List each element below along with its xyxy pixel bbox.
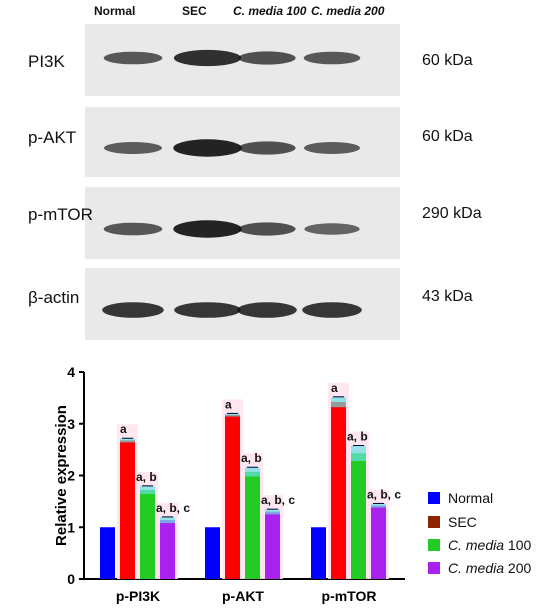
error-band — [331, 396, 346, 408]
bar-p-AKT-2 — [225, 414, 240, 579]
significance-label: a, b — [136, 470, 157, 484]
band-row2-lane1 — [104, 142, 162, 154]
error-band — [351, 445, 366, 462]
band-row3-lane4 — [304, 223, 360, 235]
blot-size-label: 60 kDa — [422, 52, 473, 69]
y-tick-label: 3 — [67, 416, 75, 432]
legend-swatch — [428, 539, 440, 551]
bar-p-PI3K-2 — [120, 440, 135, 579]
band-row1-lane1 — [103, 51, 163, 65]
legend-entry: C. media 100 — [448, 537, 531, 553]
category-label: p-mTOR — [322, 588, 377, 604]
y-tick-label: 1 — [67, 519, 75, 535]
bar-chart: 0 1 2 3 4 Relative expression a a, b a, b, c p-PI… — [53, 364, 531, 604]
blot-panel-3 — [85, 187, 400, 259]
bar-p-PI3K-1 — [100, 527, 115, 579]
blot-size-label: 60 kDa — [422, 128, 473, 145]
blot-protein-label: PI3K — [28, 52, 65, 71]
band-row4-lane1 — [102, 302, 164, 318]
band-row1-lane4 — [303, 51, 361, 65]
y-axis-label: Relative expression — [53, 405, 70, 546]
y-tick-label: 0 — [67, 571, 75, 587]
y-tick-label: 4 — [67, 364, 75, 380]
error-band — [371, 503, 386, 508]
category-label: p-PI3K — [116, 588, 160, 604]
blot-protein-label: β-actin — [28, 288, 80, 307]
band-row2-lane2 — [173, 139, 242, 157]
significance-label: a — [331, 381, 338, 395]
band-row3-lane1 — [103, 222, 163, 236]
error-band — [120, 438, 135, 443]
error-band — [245, 467, 260, 477]
error-band — [225, 413, 240, 417]
band-row4-lane3 — [237, 302, 297, 318]
blot-panel-2 — [85, 107, 400, 177]
band-row2-lane3 — [238, 141, 296, 155]
lane-header-normal: Normal — [94, 4, 136, 18]
lane-header-sec: SEC — [182, 4, 207, 18]
error-band — [140, 485, 155, 495]
legend-entry: C. media 200 — [448, 560, 531, 576]
lane-header-cmedia100: C. media 100 — [233, 4, 307, 18]
legend-swatch — [428, 516, 440, 528]
y-tick-label: 2 — [67, 468, 75, 484]
blot-protein-label: p-AKT — [28, 128, 77, 147]
significance-label: a, b, c — [261, 493, 295, 507]
bar-p-mTOR-2 — [331, 402, 346, 579]
blot-size-label: 290 kDa — [422, 205, 482, 222]
bar-p-AKT-3 — [245, 471, 260, 579]
blot-protein-label: p-mTOR — [28, 205, 93, 224]
significance-label: a — [120, 422, 127, 436]
blot-size-label: 43 kDa — [422, 288, 473, 305]
bar-p-PI3K-4 — [160, 520, 175, 579]
band-row1-lane2 — [173, 49, 242, 67]
band-row3-lane2 — [173, 220, 242, 238]
category-label: p-AKT — [222, 588, 264, 604]
band-row4-lane2 — [174, 302, 241, 318]
blot-panel-1 — [85, 24, 400, 96]
bar-p-mTOR-3 — [351, 453, 366, 579]
significance-label: a, b, c — [367, 487, 401, 501]
blot-panel-4 — [85, 268, 400, 340]
band-row1-lane3 — [238, 51, 296, 65]
significance-label: a, b — [347, 429, 368, 443]
significance-label: a — [225, 397, 232, 411]
band-row3-lane3 — [238, 222, 296, 236]
legend-swatch — [428, 562, 440, 574]
significance-label: a, b — [241, 451, 262, 465]
bar-p-mTOR-4 — [371, 505, 386, 579]
error-band — [160, 516, 175, 524]
legend-entry: SEC — [448, 514, 477, 530]
bar-p-mTOR-1 — [311, 527, 326, 579]
lane-header-cmedia200: C. media 200 — [311, 4, 385, 18]
band-row2-lane4 — [304, 142, 360, 154]
band-row4-lane4 — [302, 302, 362, 318]
legend-swatch — [428, 492, 440, 504]
bar-p-PI3K-3 — [140, 489, 155, 579]
bar-p-AKT-4 — [265, 511, 280, 579]
error-band — [265, 509, 280, 515]
significance-label: a, b, c — [156, 501, 190, 515]
legend-entry: Normal — [448, 490, 493, 506]
bar-p-AKT-1 — [205, 527, 220, 579]
